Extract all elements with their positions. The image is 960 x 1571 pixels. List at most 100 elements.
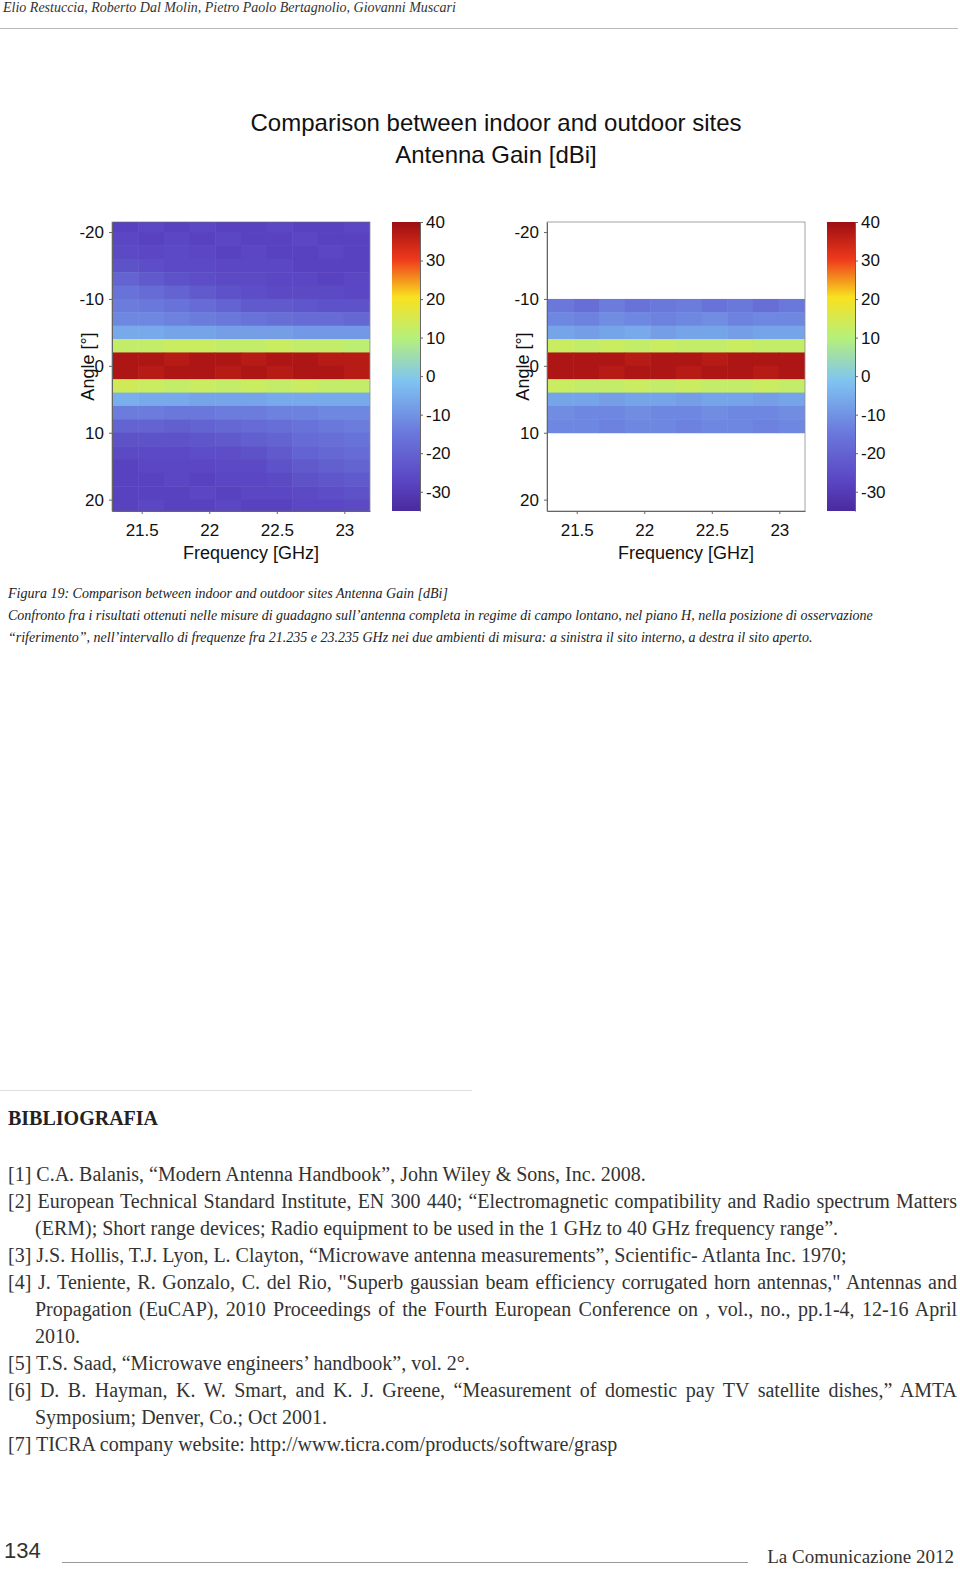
tick: 22.5 xyxy=(696,511,729,540)
cell xyxy=(702,352,728,366)
cell xyxy=(753,352,779,366)
cell xyxy=(138,500,164,511)
tick-mark xyxy=(855,415,858,416)
cell xyxy=(625,379,651,393)
tick: -10 xyxy=(420,406,451,425)
tick: -20 xyxy=(514,223,547,242)
cell xyxy=(241,299,267,313)
cell xyxy=(292,272,318,286)
cell xyxy=(753,406,779,420)
cell xyxy=(599,366,625,380)
tick-mark xyxy=(344,511,345,514)
cell xyxy=(292,312,318,326)
figure: Comparison between indoor and outdoor si… xyxy=(0,0,960,580)
reference-label: [7] xyxy=(8,1433,31,1455)
tick-label: 0 xyxy=(426,367,435,386)
tick: -10 xyxy=(855,406,886,425)
cell xyxy=(625,312,651,326)
cell xyxy=(190,259,216,273)
cell xyxy=(625,366,651,380)
tick: 20 xyxy=(520,491,547,510)
cell xyxy=(344,366,370,380)
cell xyxy=(190,232,216,246)
cell xyxy=(599,299,625,313)
cell xyxy=(599,326,625,340)
cell xyxy=(344,419,370,433)
cell xyxy=(548,419,574,433)
cell xyxy=(190,446,216,460)
reference: [4] J. Teniente, R. Gonzalo, C. del Rio,… xyxy=(8,1269,957,1350)
reference: [6] D. B. Hayman, K. W. Smart, and K. J.… xyxy=(8,1377,957,1431)
cell xyxy=(138,286,164,300)
cell xyxy=(676,352,702,366)
cell xyxy=(241,286,267,300)
cell xyxy=(292,326,318,340)
cell xyxy=(292,352,318,366)
tick-label: -20 xyxy=(426,444,451,463)
cell xyxy=(267,419,293,433)
cell xyxy=(138,393,164,407)
tick-mark xyxy=(712,511,713,514)
reference-label: [4] xyxy=(8,1271,31,1293)
tick-label: 20 xyxy=(520,491,539,510)
tick-mark xyxy=(109,433,112,434)
cell xyxy=(241,222,267,233)
reference: [1] C.A. Balanis, “Modern Antenna Handbo… xyxy=(8,1161,957,1188)
tick: 40 xyxy=(855,213,880,232)
title-line: Comparison between indoor and outdoor si… xyxy=(251,109,742,136)
cell xyxy=(164,299,190,313)
cell xyxy=(164,259,190,273)
cell xyxy=(318,500,344,511)
tick-mark xyxy=(855,222,858,223)
cell xyxy=(113,419,139,433)
tick: 21.5 xyxy=(561,511,594,540)
tick-label: -10 xyxy=(514,290,539,309)
cell xyxy=(599,339,625,353)
tick: 23 xyxy=(335,511,354,540)
cell xyxy=(215,245,241,259)
tick-label: -30 xyxy=(861,483,886,502)
cell xyxy=(344,326,370,340)
cell xyxy=(753,379,779,393)
journal-name: La Comunicazione 2012 xyxy=(767,1546,954,1568)
tick-mark xyxy=(109,500,112,501)
cell xyxy=(779,299,805,313)
cell xyxy=(113,259,139,273)
tick-mark xyxy=(109,299,112,300)
cell xyxy=(548,352,574,366)
cell xyxy=(215,272,241,286)
cell xyxy=(215,433,241,447)
tick-mark xyxy=(544,500,547,501)
cell xyxy=(241,245,267,259)
cell xyxy=(164,486,190,500)
page-number: 134 xyxy=(4,1538,41,1564)
cell xyxy=(573,406,599,420)
colorbar xyxy=(827,222,855,511)
cell xyxy=(138,433,164,447)
cell xyxy=(727,352,753,366)
tick: 10 xyxy=(85,424,112,443)
cell xyxy=(113,245,139,259)
cell xyxy=(727,393,753,407)
cell xyxy=(241,272,267,286)
tick-label: 21.5 xyxy=(126,521,159,540)
cell xyxy=(241,459,267,473)
y-axis-title: Angle [°] xyxy=(513,332,533,400)
axis-line xyxy=(855,223,856,512)
cell xyxy=(318,419,344,433)
cell xyxy=(318,486,344,500)
cell xyxy=(344,473,370,487)
cell xyxy=(113,272,139,286)
cell xyxy=(344,486,370,500)
cell xyxy=(113,459,139,473)
header-rule xyxy=(0,28,958,29)
tick: 0 xyxy=(855,367,870,386)
reference-label: [6] xyxy=(8,1379,31,1401)
plot-frame xyxy=(112,222,370,511)
cell xyxy=(676,366,702,380)
cell xyxy=(241,312,267,326)
cell xyxy=(292,299,318,313)
tick: 20 xyxy=(420,290,445,309)
cell xyxy=(727,326,753,340)
cell xyxy=(241,339,267,353)
